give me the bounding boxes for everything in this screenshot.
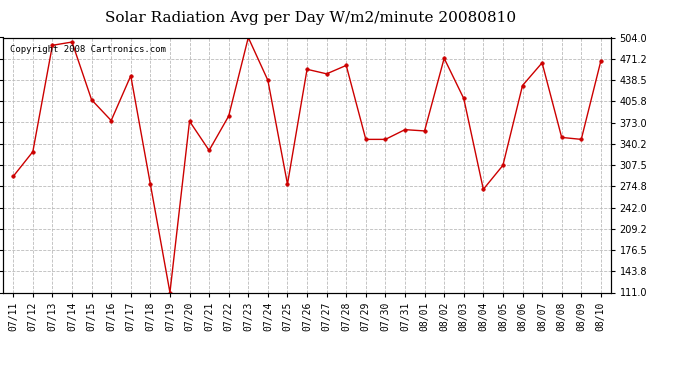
- Text: Copyright 2008 Cartronics.com: Copyright 2008 Cartronics.com: [10, 45, 166, 54]
- Text: Solar Radiation Avg per Day W/m2/minute 20080810: Solar Radiation Avg per Day W/m2/minute …: [105, 11, 516, 25]
